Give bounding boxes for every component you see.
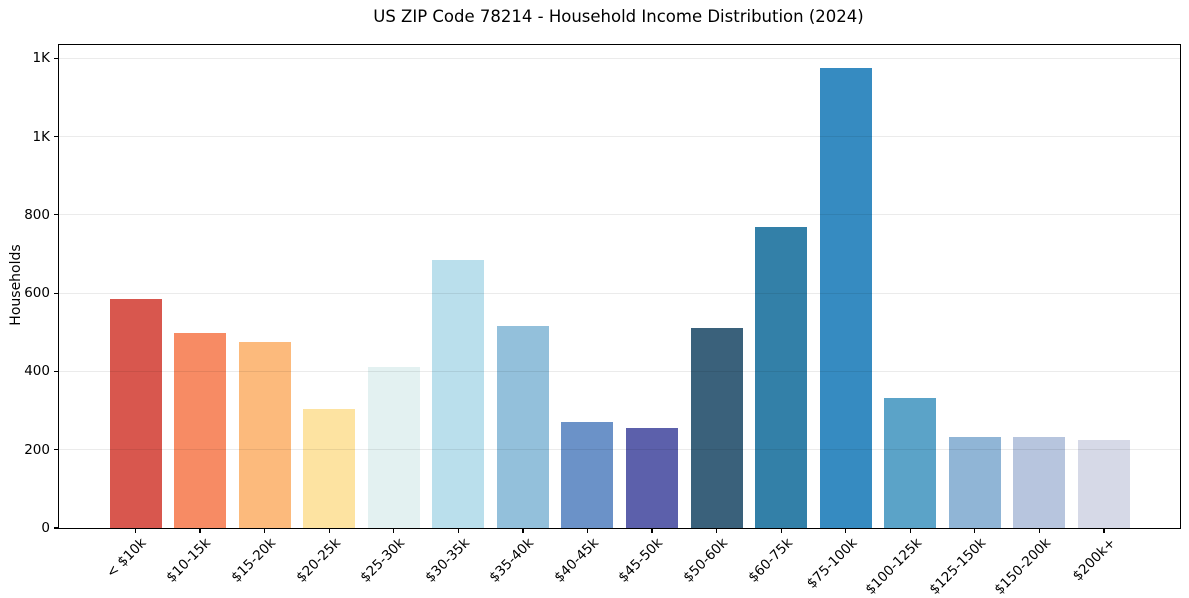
y-tick-label: 800 xyxy=(24,206,50,223)
plot-area: < $10k $10-15k $15-20k $20-25k $25-30k $30-35… xyxy=(24,44,1181,598)
bar xyxy=(561,421,614,528)
x-tick-mark xyxy=(522,528,524,533)
bar xyxy=(626,428,679,528)
y-tick-label: 1K xyxy=(32,128,50,145)
x-tick-mark xyxy=(974,528,976,533)
x-tick-label: $200k+ xyxy=(1069,535,1119,585)
x-tick-label: $10-15k xyxy=(163,535,215,586)
y-tick-label: 400 xyxy=(24,363,50,380)
x-tick-mark xyxy=(199,528,201,533)
x-tick-label: $75-100k xyxy=(803,535,861,592)
x-tick-mark xyxy=(1038,528,1041,533)
gridline xyxy=(59,214,1180,216)
x-tick-mark xyxy=(393,528,395,533)
y-tick-mark xyxy=(53,370,58,373)
bar xyxy=(690,327,743,528)
x-tick-mark xyxy=(845,528,847,533)
x-tick-label: $125-150k xyxy=(926,535,990,598)
x-tick-label: $50-60k xyxy=(680,535,731,586)
gridline xyxy=(59,292,1180,294)
x-tick-label: $60-75k xyxy=(744,535,796,586)
bar xyxy=(303,409,356,528)
bar xyxy=(496,325,549,528)
bar xyxy=(884,397,937,528)
x-tick-mark xyxy=(457,528,459,533)
bar xyxy=(948,436,1001,528)
y-tick-mark xyxy=(53,214,58,216)
gridline xyxy=(59,370,1180,372)
bar xyxy=(1078,439,1131,528)
bar xyxy=(367,366,420,528)
y-tick-label: 600 xyxy=(24,285,50,302)
bar xyxy=(238,342,291,528)
x-tick-mark xyxy=(586,528,589,533)
bar xyxy=(1013,436,1066,528)
x-tick-mark xyxy=(1103,528,1105,533)
bar xyxy=(755,227,808,528)
bar xyxy=(432,259,485,528)
x-tick-label: $20-25k xyxy=(292,535,344,586)
x-tick-label: $35-40k xyxy=(486,535,538,586)
x-tick-label: < $10k xyxy=(103,535,150,582)
x-tick-label: $40-45k xyxy=(551,535,602,586)
x-tick-mark xyxy=(328,528,330,533)
x-tick-label: $150-200k xyxy=(990,535,1054,598)
x-tick-label: $45-50k xyxy=(615,535,667,586)
y-tick-mark xyxy=(53,292,58,294)
x-tick-mark xyxy=(264,528,266,533)
y-tick-mark xyxy=(53,527,58,529)
bar xyxy=(819,68,872,528)
y-tick-mark xyxy=(53,135,58,138)
x-tick-mark xyxy=(716,528,718,533)
y-tick-label: 0 xyxy=(41,520,50,536)
x-tick-mark xyxy=(651,528,653,533)
x-tick-mark xyxy=(134,528,137,533)
y-axis-label: Households xyxy=(8,244,24,326)
x-tick-label: $100-125k xyxy=(861,535,925,598)
gridline xyxy=(59,136,1180,138)
gridline xyxy=(59,449,1180,451)
bar xyxy=(109,299,162,528)
x-tick-mark xyxy=(909,528,911,533)
x-tick-label: $15-20k xyxy=(228,535,279,586)
y-tick-mark xyxy=(53,449,58,451)
bar xyxy=(174,333,227,528)
gridline xyxy=(59,57,1180,59)
y-tick-label: 1K xyxy=(32,50,50,67)
x-tick-mark xyxy=(780,528,782,533)
y-tick-mark xyxy=(53,57,58,59)
x-tick-label: $30-35k xyxy=(422,535,473,586)
chart-title: US ZIP Code 78214 - Household Income Dis… xyxy=(373,7,864,26)
y-tick-label: 200 xyxy=(24,441,50,458)
x-tick-label: $25-30k xyxy=(357,535,409,586)
